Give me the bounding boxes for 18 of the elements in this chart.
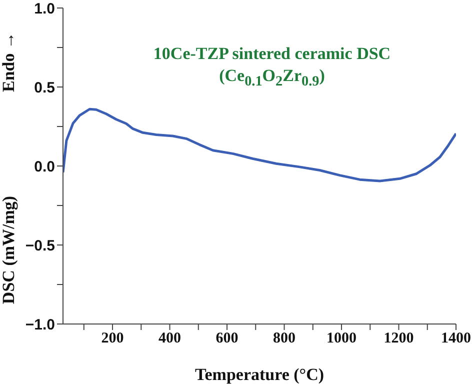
x-tick-label: 1400 (441, 330, 471, 347)
annotation: (Ce$_{0.1}$O$_{2}$Zr$_{0.9}$) (219, 66, 325, 90)
annotation: 10Ce-TZP sintered ceramic DSC (153, 44, 391, 64)
x-tick-label: 1200 (384, 330, 414, 347)
y-tick-label: 0.5 (34, 79, 55, 96)
text: Endo → (0, 32, 19, 92)
y-tick-label: −1.0 (25, 316, 55, 334)
x-tick-label: 1000 (326, 330, 357, 347)
line-series (63, 108, 456, 182)
y-axis-title: DSC (mW/mg) (0, 196, 19, 304)
y-tick-label: 1.0 (34, 0, 55, 18)
x-axis-title: Temperature (°C) (194, 365, 324, 384)
x-tick-label: 400 (158, 330, 182, 347)
y-tick-label: −0.5 (25, 237, 55, 254)
x-tick-label: 800 (273, 330, 296, 347)
x-tick-label: 600 (216, 330, 238, 347)
x-tick-label: 200 (101, 330, 124, 347)
y-tick-label: 0.0 (34, 158, 55, 176)
